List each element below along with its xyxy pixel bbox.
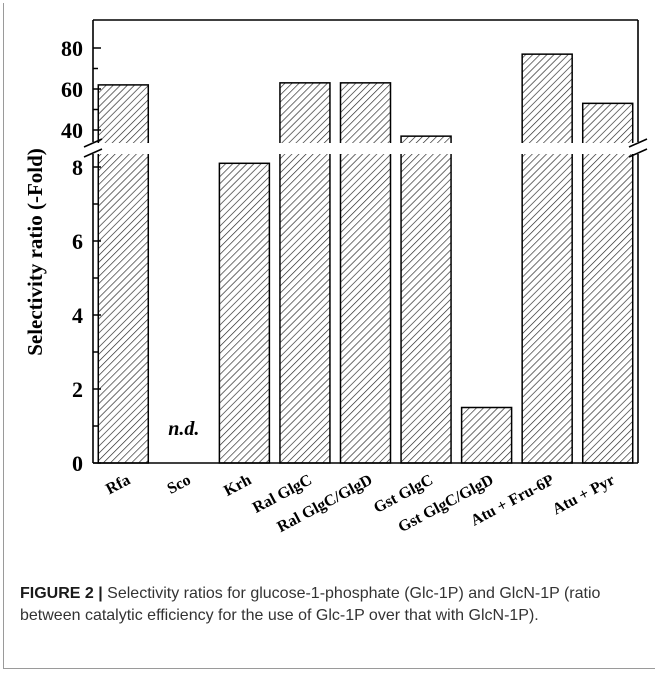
figure-caption: FIGURE 2 | Selectivity ratios for glucos… — [20, 583, 640, 627]
y-tick-label: 2 — [72, 377, 83, 402]
right-axis-break-mark — [628, 148, 648, 158]
y-tick-label: 4 — [72, 303, 83, 328]
y-tick-label: 80 — [61, 36, 83, 61]
annotation-nd: n.d. — [168, 418, 199, 440]
caption-label: FIGURE 2 | — [20, 585, 103, 602]
x-tick-label: Atu + Pyr — [550, 472, 618, 519]
bar-gst-glgc — [400, 135, 452, 464]
bar-krh — [218, 162, 271, 464]
y-axis-label: Selectivity ratio (-Fold) — [23, 148, 47, 356]
y-axis-break-mark — [83, 148, 103, 158]
y-tick-label: 0 — [72, 451, 83, 476]
x-tick-label: Sco — [165, 472, 194, 498]
y-tick-label: 60 — [61, 77, 83, 102]
y-axis-break-mark — [83, 138, 103, 148]
y-tick-label: 40 — [61, 118, 83, 143]
y-tick-label: 8 — [72, 155, 83, 180]
bar-gst-glgc-glgd — [460, 406, 513, 464]
bar-ral-glgc-glgd — [339, 82, 392, 464]
bar-rfa — [97, 84, 150, 464]
bar-ral-glgc — [279, 82, 331, 464]
y-tick-label: 6 — [72, 229, 83, 254]
bar-atu-fru-6p — [521, 53, 573, 464]
figure-frame — [3, 3, 655, 669]
caption-text: Selectivity ratios for glucose-1-phospha… — [20, 585, 601, 624]
bar-atu-pyr — [581, 102, 634, 464]
axis-break-band — [94, 143, 637, 154]
x-tick-label: Rfa — [103, 472, 133, 499]
right-axis-break-mark — [628, 138, 648, 148]
x-tick-label: Krh — [221, 471, 254, 499]
